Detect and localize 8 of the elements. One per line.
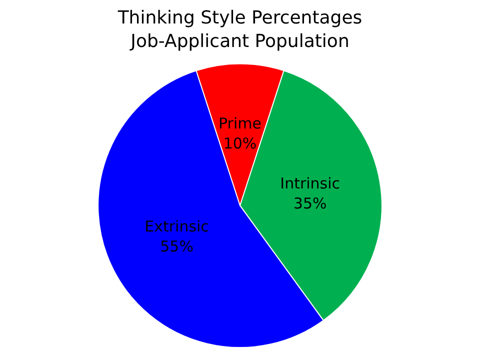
slice-label: Extrinsic <box>144 218 209 236</box>
slice-label: Intrinsic <box>280 174 340 192</box>
data-label: 10% <box>223 134 257 153</box>
data-label: 55% <box>160 238 194 256</box>
slice-label: Prime <box>218 114 262 133</box>
chart-subtitle: Job-Applicant Population <box>130 31 350 52</box>
data-label: 35% <box>293 194 327 212</box>
chart-title: Thinking Style Percentages <box>116 7 362 28</box>
